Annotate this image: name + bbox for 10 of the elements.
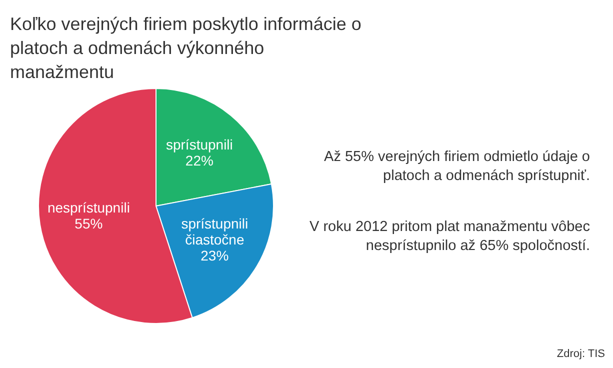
data-label: 22% — [185, 152, 214, 168]
slice-label: sprístupnili čiastočne — [181, 216, 248, 248]
text: Až 55% verejných firiem odmietlo údaje o platoch a odmenách sprístupniť. — [323, 148, 590, 186]
text: V roku 2012 pritom plat manažmentu vôbec nesprístupnilo až 65% spoločností. — [308, 218, 590, 256]
slice-label: nesprístupnili — [47, 200, 130, 216]
chart-title: Koľko verejných firiem poskytlo informácie o platoch a odmenách výkonného manažmentu — [10, 13, 362, 84]
data-label: 23% — [200, 248, 229, 264]
text: Zdroj: TIS — [556, 348, 605, 360]
data-label: 55% — [74, 216, 103, 232]
slice-label: sprístupnili — [166, 136, 233, 152]
